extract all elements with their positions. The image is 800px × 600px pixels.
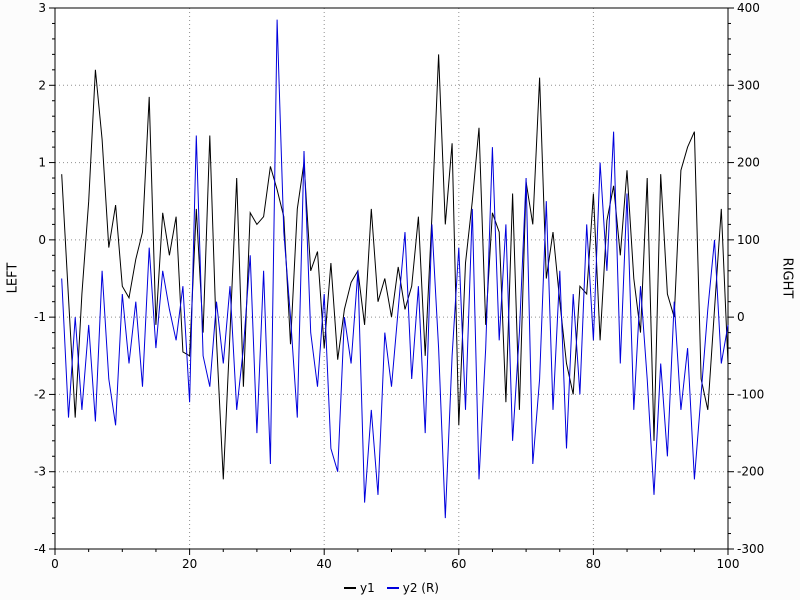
right-tick-label: 100 <box>737 233 760 247</box>
left-tick-label: 1 <box>38 156 46 170</box>
chart-legend: y1 y2 (R) <box>55 581 728 595</box>
left-tick-label: 3 <box>38 1 46 15</box>
series-line-y2-r <box>61 19 729 519</box>
right-tick-label: -200 <box>737 465 764 479</box>
right-tick-label: 0 <box>737 310 745 324</box>
right-tick-label: -100 <box>737 387 764 401</box>
right-tick-label: 300 <box>737 78 760 92</box>
legend-label-y1: y1 <box>359 581 375 595</box>
x-tick-label: 40 <box>317 557 332 571</box>
plot-background <box>55 8 728 549</box>
right-tick-label: 400 <box>737 1 760 15</box>
x-tick-label: 0 <box>51 557 59 571</box>
legend-label-y2: y2 (R) <box>402 581 439 595</box>
right-tick-label: -300 <box>737 542 764 556</box>
x-tick-label: 80 <box>586 557 601 571</box>
right-tick-label: 200 <box>737 156 760 170</box>
legend-item-y1: y1 <box>343 581 375 595</box>
legend-item-y2: y2 (R) <box>386 581 439 595</box>
left-tick-label: 2 <box>38 78 46 92</box>
x-tick-label: 100 <box>717 557 740 571</box>
left-axis-title: LEFT <box>5 262 21 294</box>
x-tick-label: 20 <box>182 557 197 571</box>
left-tick-label: -3 <box>34 465 46 479</box>
y1-line-swatch <box>343 587 356 589</box>
plot-border <box>54 7 729 550</box>
left-tick-label: -2 <box>34 387 46 401</box>
left-tick-label: -1 <box>34 310 46 324</box>
right-axis-title: RIGHT <box>779 257 795 299</box>
series-line-y1 <box>61 54 729 480</box>
left-tick-label: -4 <box>34 542 46 556</box>
x-tick-label: 60 <box>451 557 466 571</box>
y2-line-swatch <box>386 587 399 589</box>
left-tick-label: 0 <box>38 233 46 247</box>
